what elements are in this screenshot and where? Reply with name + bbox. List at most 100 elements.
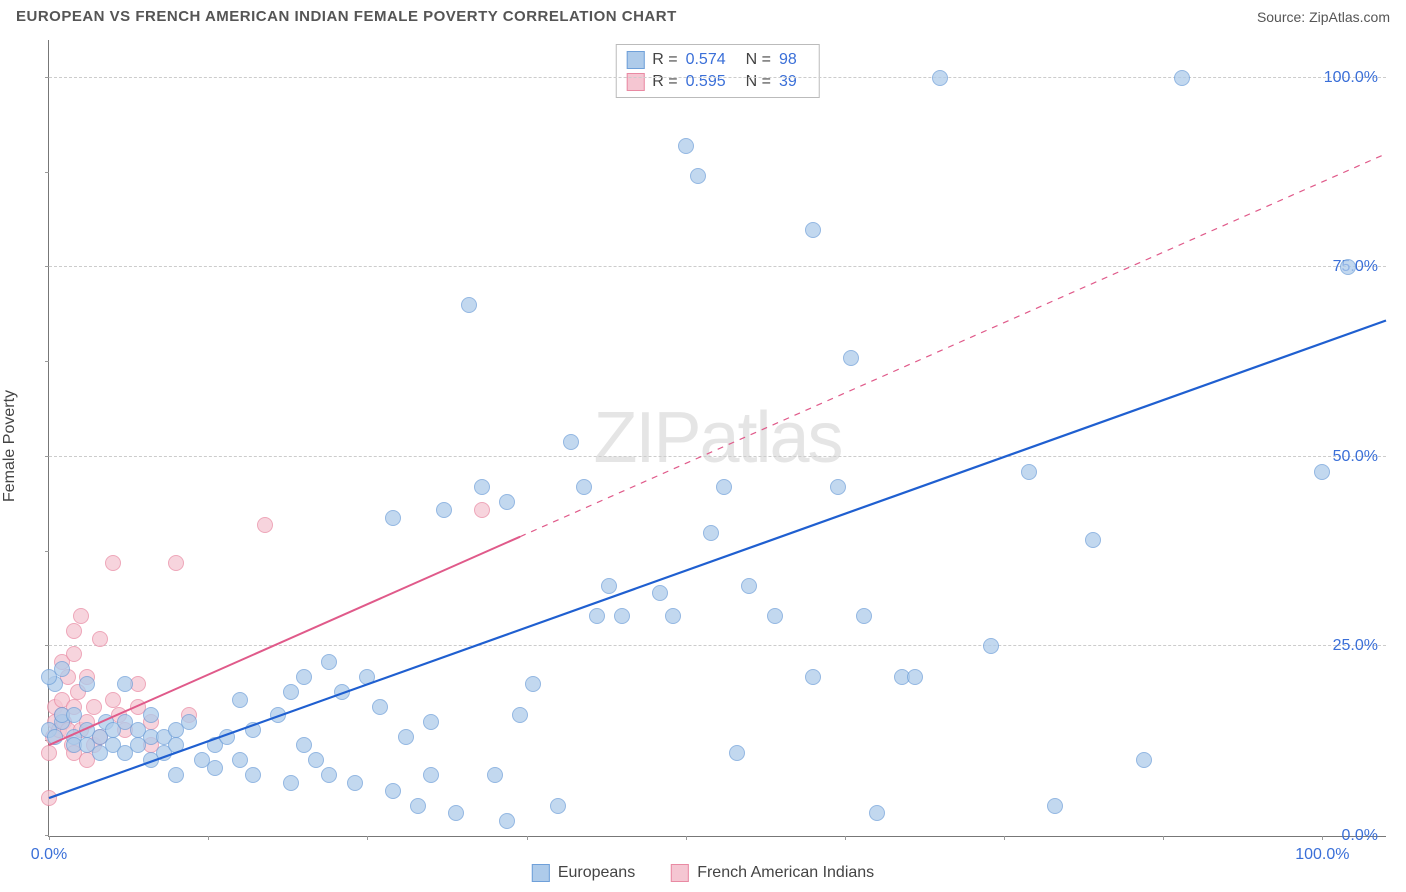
source-label: Source:: [1257, 9, 1309, 25]
data-point-europeans: [245, 767, 261, 783]
data-point-europeans: [576, 479, 592, 495]
data-point-europeans: [296, 737, 312, 753]
data-point-europeans: [830, 479, 846, 495]
gridline: [49, 645, 1386, 646]
y-tick-label: 50.0%: [1333, 448, 1378, 466]
x-minor-tick: [686, 836, 687, 840]
legend-label-europeans: Europeans: [558, 864, 635, 882]
data-point-europeans: [308, 752, 324, 768]
data-point-europeans: [550, 798, 566, 814]
data-point-french-ai: [474, 502, 490, 518]
data-point-europeans: [1136, 752, 1152, 768]
data-point-europeans: [372, 699, 388, 715]
data-point-europeans: [729, 745, 745, 761]
y-minor-tick: [45, 172, 49, 173]
data-point-europeans: [983, 638, 999, 654]
r-value-europeans: 0.574: [686, 51, 726, 69]
data-point-europeans: [321, 654, 337, 670]
regression-french-ai: [49, 40, 1386, 836]
data-point-europeans: [512, 707, 528, 723]
data-point-french-ai: [92, 631, 108, 647]
r-label: R =: [652, 51, 677, 69]
data-point-french-ai: [41, 790, 57, 806]
data-point-europeans: [843, 350, 859, 366]
data-point-europeans: [207, 760, 223, 776]
data-point-europeans: [932, 70, 948, 86]
data-point-europeans: [321, 767, 337, 783]
data-point-europeans: [54, 661, 70, 677]
data-point-europeans: [168, 737, 184, 753]
n-label: N =: [746, 51, 771, 69]
data-point-europeans: [767, 608, 783, 624]
data-point-europeans: [219, 729, 235, 745]
source-attribution: Source: ZipAtlas.com: [1257, 9, 1390, 25]
legend-swatch-europeans: [532, 864, 550, 882]
data-point-europeans: [614, 608, 630, 624]
data-point-europeans: [525, 676, 541, 692]
source-name: ZipAtlas.com: [1309, 9, 1390, 25]
data-point-europeans: [703, 525, 719, 541]
data-point-europeans: [805, 222, 821, 238]
y-tick-label: 100.0%: [1324, 69, 1378, 87]
data-point-french-ai: [257, 517, 273, 533]
legend-row-french-ai: R = 0.595 N = 39: [626, 71, 809, 93]
data-point-europeans: [347, 775, 363, 791]
data-point-europeans: [385, 783, 401, 799]
data-point-europeans: [741, 578, 757, 594]
data-point-french-ai: [168, 555, 184, 571]
data-point-europeans: [1047, 798, 1063, 814]
data-point-french-ai: [86, 699, 102, 715]
data-point-europeans: [270, 707, 286, 723]
header-bar: EUROPEAN VS FRENCH AMERICAN INDIAN FEMAL…: [0, 0, 1406, 33]
data-point-europeans: [385, 510, 401, 526]
data-point-europeans: [117, 676, 133, 692]
y-minor-tick: [45, 551, 49, 552]
data-point-europeans: [334, 684, 350, 700]
correlation-legend: R = 0.574 N = 98 R = 0.595 N = 39: [615, 44, 820, 98]
data-point-europeans: [461, 297, 477, 313]
chart-title: EUROPEAN VS FRENCH AMERICAN INDIAN FEMAL…: [16, 8, 677, 25]
data-point-europeans: [1340, 259, 1356, 275]
data-point-french-ai: [41, 745, 57, 761]
y-tick-label: 0.0%: [1342, 827, 1378, 845]
legend-swatch-french-ai: [626, 73, 644, 91]
chart-plot-area: ZIPatlas R = 0.574 N = 98 R = 0.595 N = …: [48, 40, 1386, 837]
data-point-europeans: [66, 707, 82, 723]
data-point-europeans: [398, 729, 414, 745]
legend-row-europeans: R = 0.574 N = 98: [626, 49, 809, 71]
gridline: [49, 266, 1386, 267]
data-point-europeans: [423, 767, 439, 783]
r-value-french-ai: 0.595: [686, 73, 726, 91]
legend-swatch-french-ai: [671, 864, 689, 882]
data-point-europeans: [601, 578, 617, 594]
data-point-europeans: [678, 138, 694, 154]
x-minor-tick: [49, 836, 50, 840]
data-point-europeans: [1174, 70, 1190, 86]
data-point-europeans: [436, 502, 452, 518]
data-point-europeans: [652, 585, 668, 601]
data-point-europeans: [359, 669, 375, 685]
data-point-europeans: [181, 714, 197, 730]
y-minor-tick: [45, 645, 49, 646]
y-minor-tick: [45, 835, 49, 836]
data-point-europeans: [1021, 464, 1037, 480]
data-point-europeans: [168, 767, 184, 783]
n-value-europeans: 98: [779, 51, 797, 69]
series-legend: Europeans French American Indians: [532, 864, 874, 882]
x-minor-tick: [1322, 836, 1323, 840]
data-point-europeans: [448, 805, 464, 821]
data-point-french-ai: [73, 608, 89, 624]
y-minor-tick: [45, 361, 49, 362]
r-label: R =: [652, 73, 677, 91]
legend-swatch-europeans: [626, 51, 644, 69]
x-minor-tick: [527, 836, 528, 840]
data-point-europeans: [232, 752, 248, 768]
data-point-europeans: [499, 494, 515, 510]
data-point-europeans: [907, 669, 923, 685]
data-point-europeans: [805, 669, 821, 685]
data-point-europeans: [423, 714, 439, 730]
data-point-europeans: [245, 722, 261, 738]
x-minor-tick: [845, 836, 846, 840]
data-point-french-ai: [66, 646, 82, 662]
legend-item-french-ai: French American Indians: [671, 864, 874, 882]
